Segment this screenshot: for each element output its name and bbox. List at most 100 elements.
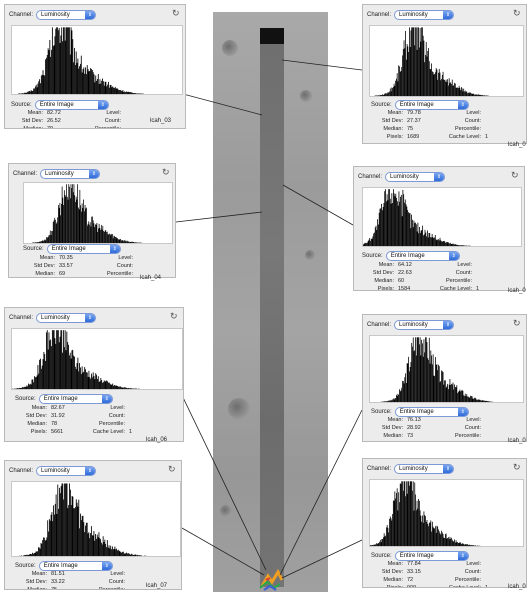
refresh-icon[interactable]: ↻ <box>511 170 519 180</box>
median-value: 69 <box>59 271 66 277</box>
channel-label: Channel: <box>367 466 392 472</box>
histogram-bar <box>383 94 384 96</box>
channel-select[interactable]: Luminosity ⇕ <box>36 466 97 476</box>
histogram-bar <box>415 355 417 402</box>
histogram-bar <box>78 499 80 556</box>
histogram-bar <box>56 330 58 389</box>
histogram-bar <box>61 27 63 94</box>
histogram-bar <box>430 237 431 246</box>
channel-select[interactable]: Luminosity ⇕ <box>394 464 455 474</box>
histogram-bar <box>418 500 420 546</box>
channel-select[interactable]: Luminosity ⇕ <box>394 10 455 20</box>
histogram-bar <box>379 95 380 96</box>
histogram-bar <box>431 531 432 546</box>
histogram-bar <box>444 79 445 96</box>
histogram-bar <box>86 372 88 389</box>
image-caption: lcah_0 <box>508 438 526 444</box>
level-label: Level: <box>118 255 133 261</box>
histogram-bar <box>72 496 74 556</box>
histogram-bar <box>80 520 82 556</box>
histogram-bar <box>132 241 133 243</box>
refresh-icon[interactable]: ↻ <box>513 318 521 328</box>
histogram-bar <box>61 186 63 243</box>
source-select[interactable]: Entire Image ⇕ <box>38 561 113 571</box>
refresh-icon[interactable]: ↻ <box>513 462 521 472</box>
histogram-bar <box>480 400 481 402</box>
histogram-bar <box>453 85 455 96</box>
histogram-bar <box>440 381 442 402</box>
histogram-bar <box>420 41 422 96</box>
histogram-bar <box>122 551 124 556</box>
channel-select[interactable]: Luminosity ⇕ <box>36 10 97 20</box>
histogram-bar <box>463 395 465 402</box>
histogram-panel: Channel: Luminosity ⇕ ↻ Source: Entire Image ⇕… <box>4 307 184 442</box>
source-select[interactable]: Entire Image ⇕ <box>394 407 469 417</box>
histogram-bar <box>63 27 65 94</box>
histogram-bar <box>431 355 432 402</box>
level-label: Level: <box>110 571 125 577</box>
mean-label: Mean: <box>387 110 403 116</box>
channel-select[interactable]: Luminosity ⇕ <box>394 320 455 330</box>
histogram-bar <box>130 388 131 389</box>
histogram-bar <box>74 47 75 94</box>
channel-select[interactable]: Luminosity ⇕ <box>40 169 101 179</box>
histogram-bar <box>50 339 52 389</box>
histogram-bar <box>414 482 416 546</box>
histogram-bar <box>438 68 440 96</box>
histogram-bar <box>62 352 63 389</box>
histogram-bar <box>461 389 463 402</box>
source-select[interactable]: Entire Image ⇕ <box>394 100 469 110</box>
histogram-bar <box>38 242 40 243</box>
histogram-bar <box>459 542 461 546</box>
source-select[interactable]: Entire Image ⇕ <box>394 551 469 561</box>
histogram-bar <box>54 503 56 556</box>
mean-label: Mean: <box>39 255 55 261</box>
histogram-bar <box>108 234 110 243</box>
histogram-bar <box>48 519 50 556</box>
histogram-bar <box>470 545 471 546</box>
source-select[interactable]: Entire Image ⇕ <box>34 100 109 110</box>
histogram-bar <box>446 386 448 402</box>
channel-select[interactable]: Luminosity ⇕ <box>385 172 446 182</box>
source-select[interactable]: Entire Image ⇕ <box>46 244 121 254</box>
histogram-bar <box>467 544 469 546</box>
histogram-bar <box>444 380 445 402</box>
histogram-bar <box>469 544 471 546</box>
histogram-bar <box>104 381 106 389</box>
histogram-bar <box>21 555 23 556</box>
source-label: Source: <box>371 102 392 108</box>
histogram-bar <box>437 239 439 246</box>
histogram-bar <box>70 505 72 556</box>
histogram-bar <box>120 238 121 243</box>
histogram-bar <box>479 94 481 96</box>
pixels-label: Pixels: <box>377 286 394 291</box>
crater <box>220 505 232 517</box>
source-select-value: Entire Image <box>51 246 86 252</box>
histogram-bar <box>473 545 475 546</box>
histogram-bar <box>483 95 484 96</box>
histogram-bar <box>438 239 439 246</box>
histogram-bar <box>111 233 113 243</box>
histogram-bar <box>49 234 50 243</box>
cache-level-label: Cache Level: <box>448 585 481 588</box>
histogram-bar <box>40 542 42 556</box>
histogram-bar <box>122 90 124 94</box>
channel-select[interactable]: Luminosity ⇕ <box>36 313 97 323</box>
std-dev-label: Std Dev: <box>33 263 55 269</box>
histogram-bar <box>28 554 30 556</box>
refresh-icon[interactable]: ↻ <box>168 464 176 474</box>
refresh-icon[interactable]: ↻ <box>162 167 170 177</box>
source-select[interactable]: Entire Image ⇕ <box>385 251 460 261</box>
refresh-icon[interactable]: ↻ <box>170 311 178 321</box>
histogram-bar <box>121 240 123 243</box>
refresh-icon[interactable]: ↻ <box>172 8 180 18</box>
chevron-updown-icon: ⇕ <box>443 321 454 329</box>
histogram-bar <box>415 224 417 246</box>
source-select[interactable]: Entire Image ⇕ <box>38 394 113 404</box>
histogram-bar <box>115 236 117 243</box>
histogram-bar <box>458 390 460 402</box>
histogram-bar <box>396 78 397 96</box>
refresh-icon[interactable]: ↻ <box>513 8 521 18</box>
histogram-bar <box>102 78 103 94</box>
histogram-bar <box>97 79 98 94</box>
